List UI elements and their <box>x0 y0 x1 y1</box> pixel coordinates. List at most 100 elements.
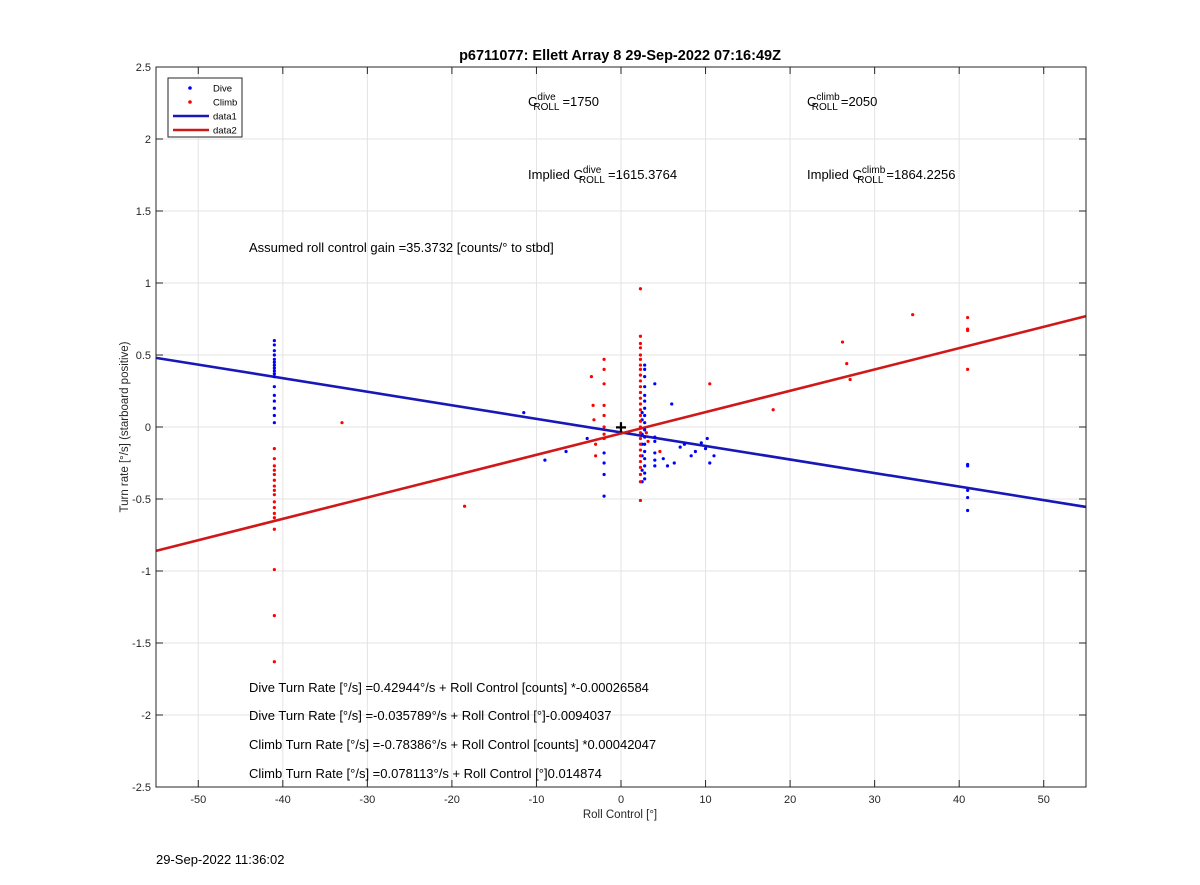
y-tick-label: -2 <box>141 710 151 722</box>
footer-timestamp: 29-Sep-2022 11:36:02 <box>156 852 285 867</box>
data-point-climb <box>272 516 276 520</box>
data-point-dive <box>272 360 276 364</box>
data-point-dive <box>653 435 657 439</box>
data-point-climb <box>272 660 276 664</box>
data-point-dive <box>640 468 644 472</box>
data-point-dive <box>966 495 970 500</box>
data-point-climb <box>966 367 970 371</box>
data-point-climb <box>638 472 643 477</box>
data-point-climb <box>638 402 643 406</box>
data-point-dive <box>272 353 276 357</box>
data-point-dive <box>672 461 676 465</box>
data-point-climb <box>272 527 276 531</box>
legend: Dive Climb data1 data2 <box>167 77 243 138</box>
data-point-dive <box>585 436 589 441</box>
data-point-dive <box>272 399 276 403</box>
data-point-dive <box>643 367 647 371</box>
data-point-dive <box>272 357 276 361</box>
data-point-dive <box>670 402 674 406</box>
data-point-climb <box>589 375 594 379</box>
data-point-dive <box>272 375 276 379</box>
data-point-dive <box>678 445 682 449</box>
x-tick-label: -40 <box>275 794 291 806</box>
x-tick-label: 40 <box>953 794 965 806</box>
data-point-climb <box>602 357 606 361</box>
data-point-dive <box>643 428 647 432</box>
data-point-climb <box>272 488 276 492</box>
data-point-dive <box>272 349 276 353</box>
y-tick-label: -1.5 <box>132 638 151 650</box>
data-point-dive <box>712 454 716 458</box>
legend-marker-climb <box>188 100 192 104</box>
data-point-climb <box>638 341 643 346</box>
x-tick-label: -30 <box>359 794 375 806</box>
data-point-climb <box>592 418 596 422</box>
data-point-climb <box>845 362 849 366</box>
legend-label: data2 <box>213 126 237 137</box>
data-point-climb <box>638 334 643 338</box>
coefficient-annotation: Implied Cdive ROLL =1615.3764 <box>528 165 677 186</box>
legend-label: data1 <box>213 112 237 123</box>
data-point-dive <box>653 458 657 462</box>
coefficient-annotation: Cclimb ROLL =2050 <box>807 92 877 113</box>
data-point-climb <box>272 567 276 572</box>
data-point-climb <box>848 377 852 382</box>
data-point-dive <box>643 385 647 389</box>
legend-label: Climb <box>213 98 237 109</box>
data-point-dive <box>643 406 647 410</box>
data-point-dive <box>272 366 276 370</box>
data-point-climb <box>272 484 276 488</box>
data-point-dive <box>522 411 526 415</box>
data-point-climb <box>638 419 643 423</box>
data-point-dive <box>602 461 606 465</box>
fit-equation: Climb Turn Rate [°/s] =-0.78386°/s + Rol… <box>249 737 656 752</box>
series-dive <box>272 339 970 513</box>
x-tick-label: 10 <box>699 794 711 806</box>
data-point-dive <box>643 363 647 367</box>
y-tick-label: 2.5 <box>136 62 151 74</box>
data-point-climb <box>658 449 662 454</box>
data-point-climb <box>272 493 276 497</box>
series-climb <box>272 287 970 664</box>
y-tick-label: -2.5 <box>132 782 151 794</box>
x-tick-label: 50 <box>1038 794 1050 806</box>
x-tick-label: -10 <box>529 794 545 806</box>
data-point-dive <box>665 464 670 468</box>
data-point-dive <box>653 464 657 468</box>
data-point-climb <box>272 500 276 504</box>
y-tick-label: 0 <box>145 422 151 434</box>
y-tick-label: 2 <box>145 134 151 146</box>
data-point-climb <box>638 408 643 412</box>
data-point-dive <box>708 461 712 465</box>
data-point-climb <box>602 367 606 371</box>
data-point-dive <box>602 451 606 455</box>
data-point-dive <box>643 435 647 439</box>
data-point-dive <box>272 339 276 343</box>
data-point-climb <box>708 382 712 386</box>
axis-ticks: -50 -40 -30 -20 -10 0 10 20 30 40 50 2.5 2 1.5 1 0.5 0 -0… <box>132 62 1086 806</box>
x-tick-label: -50 <box>190 794 206 806</box>
data-point-climb <box>272 472 276 477</box>
data-point-dive <box>602 494 606 498</box>
data-point-climb <box>602 382 606 386</box>
data-point-dive <box>272 369 276 373</box>
data-point-climb <box>638 353 643 357</box>
data-point-climb <box>638 459 643 464</box>
data-point-dive <box>966 464 970 468</box>
x-tick-label: 30 <box>869 794 881 806</box>
fit-line-data2 <box>155 314 1087 553</box>
data-point-dive <box>699 441 703 445</box>
data-point-dive <box>682 442 687 446</box>
data-point-dive <box>272 343 276 347</box>
data-point-climb <box>272 614 276 618</box>
data-point-dive <box>643 421 647 425</box>
data-point-climb <box>602 413 606 418</box>
data-point-dive <box>966 488 970 492</box>
data-point-dive <box>653 451 657 455</box>
data-point-climb <box>638 379 643 383</box>
data-point-dive <box>564 449 568 454</box>
x-tick-label: 20 <box>784 794 796 806</box>
x-axis-label: Roll Control [°] <box>583 809 657 821</box>
chart-title: p6711077: Ellett Array 8 29-Sep-2022 07:… <box>459 48 781 64</box>
